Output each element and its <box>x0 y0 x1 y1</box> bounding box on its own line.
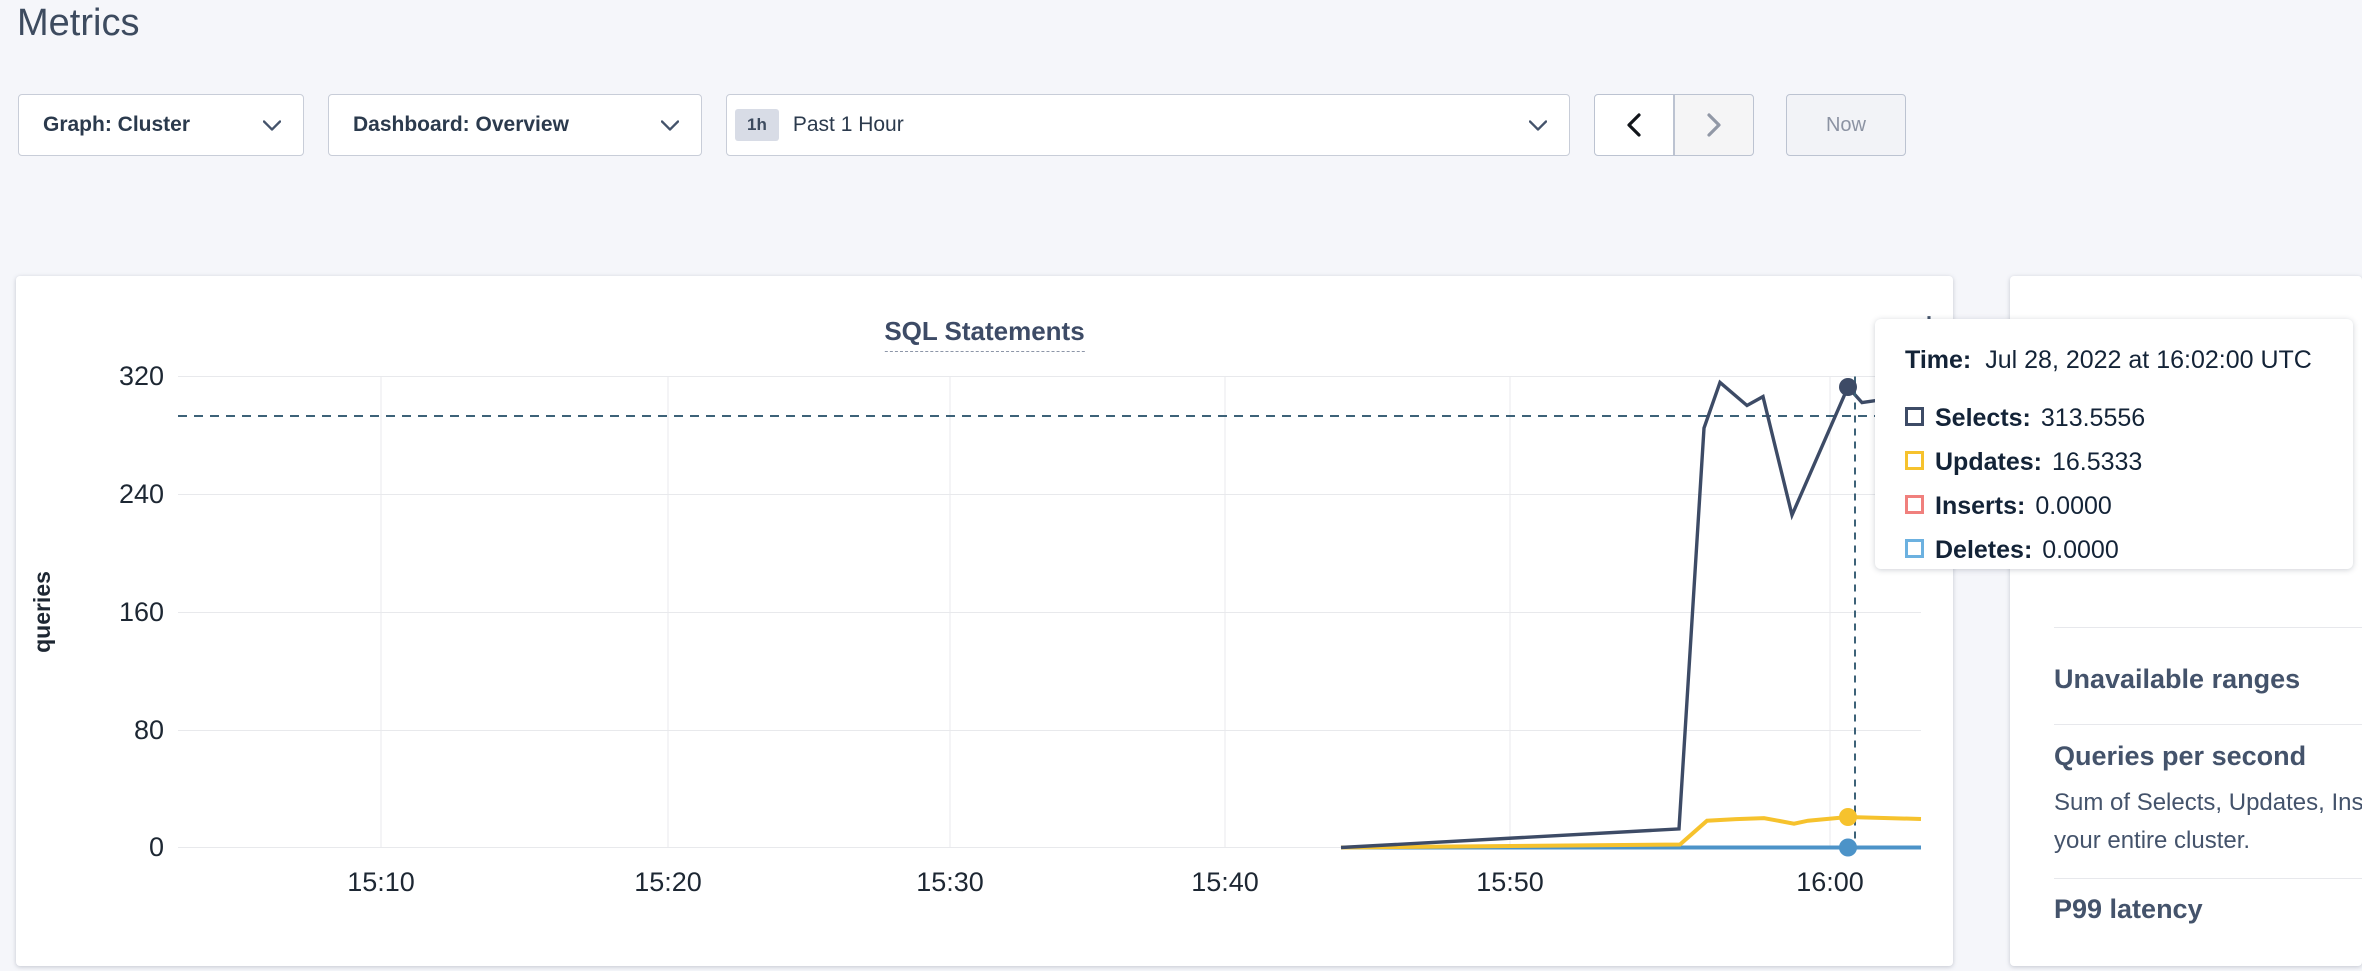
svg-text:240: 240 <box>119 479 164 509</box>
svg-text:16:00: 16:00 <box>1796 867 1864 897</box>
svg-text:15:10: 15:10 <box>347 867 415 897</box>
svg-text:320: 320 <box>119 361 164 391</box>
svg-text:queries: queries <box>29 571 55 653</box>
svg-text:15:50: 15:50 <box>1476 867 1544 897</box>
svg-text:15:20: 15:20 <box>634 867 702 897</box>
svg-text:160: 160 <box>119 597 164 627</box>
svg-text:15:30: 15:30 <box>916 867 984 897</box>
svg-text:15:40: 15:40 <box>1191 867 1259 897</box>
svg-text:80: 80 <box>134 715 164 745</box>
svg-text:0: 0 <box>149 832 164 862</box>
